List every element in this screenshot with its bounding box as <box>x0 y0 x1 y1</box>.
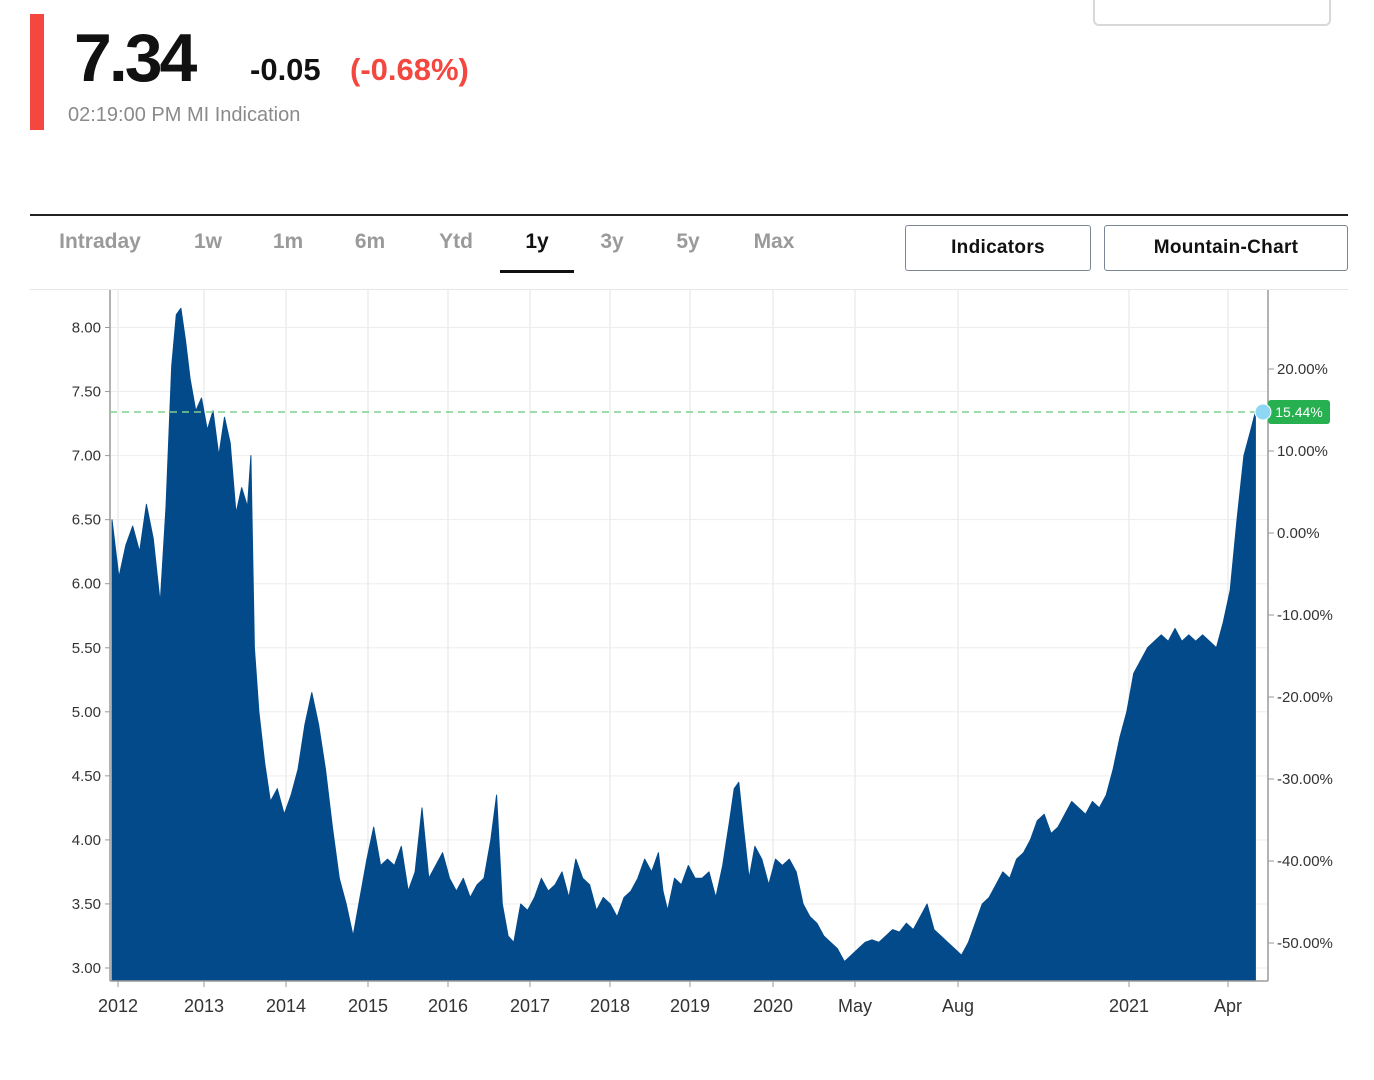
left-axis-tick-label: 3.50 <box>72 896 101 913</box>
range-tab-intraday[interactable]: Intraday <box>59 230 141 253</box>
right-axis-tick-label: -20.00% <box>1277 689 1333 706</box>
range-tab-6m[interactable]: 6m <box>354 230 386 253</box>
left-axis-tick-label: 6.00 <box>72 576 101 593</box>
right-axis-tick-label: -40.00% <box>1277 853 1333 870</box>
right-axis-tick-label: 0.00% <box>1277 525 1320 542</box>
left-axis-tick-label: 4.00 <box>72 832 101 849</box>
x-axis-tick-label: 2015 <box>348 996 388 1016</box>
x-axis-tick-label: 2019 <box>670 996 710 1016</box>
right-axis-tick-label: -30.00% <box>1277 771 1333 788</box>
left-axis-tick-label: 6.50 <box>72 512 101 529</box>
left-axis-tick-label: 3.00 <box>72 960 101 977</box>
x-axis-tick-label: May <box>838 996 872 1016</box>
left-axis-tick-label: 4.50 <box>72 768 101 785</box>
left-axis-tick-label: 7.50 <box>72 384 101 401</box>
last-price-marker <box>1254 403 1272 421</box>
price-change-percent: (-0.68%) <box>350 52 469 87</box>
range-tab-ytd[interactable]: Ytd <box>439 230 473 253</box>
left-axis-tick-label: 7.00 <box>72 448 101 465</box>
x-axis-tick-label: 2012 <box>98 996 138 1016</box>
x-axis-tick-label: 2020 <box>753 996 793 1016</box>
left-axis-tick-label: 5.00 <box>72 704 101 721</box>
range-tab-3y[interactable]: 3y <box>600 230 624 253</box>
chart-type-button[interactable]: Mountain-Chart <box>1104 225 1348 271</box>
current-value-badge <box>1268 400 1330 425</box>
active-tab-indicator <box>500 270 574 273</box>
range-tab-5y[interactable]: 5y <box>676 230 700 253</box>
range-tab-1m[interactable]: 1m <box>272 230 304 253</box>
x-axis-tick-label: 2014 <box>266 996 306 1016</box>
section-divider <box>30 214 1348 216</box>
x-axis-tick-label: 2021 <box>1109 996 1149 1016</box>
last-price: 7.34 <box>74 20 197 96</box>
x-axis-tick-label: 2013 <box>184 996 224 1016</box>
range-tab-1w[interactable]: 1w <box>193 230 222 253</box>
x-axis-tick-label: 2017 <box>510 996 550 1016</box>
price-accent-bar <box>30 14 44 130</box>
x-axis-tick-label: Apr <box>1214 996 1242 1016</box>
price-change: -0.05 <box>250 52 321 87</box>
partial-top-panel <box>1093 0 1331 26</box>
quote-timestamp: 02:19:00 PM MI Indication <box>68 104 301 126</box>
x-axis-tick-label: 2016 <box>428 996 468 1016</box>
right-axis-tick-label: -10.00% <box>1277 607 1333 624</box>
range-tab-max[interactable]: Max <box>753 230 795 253</box>
chart-top-border <box>30 289 1348 290</box>
indicators-button[interactable]: Indicators <box>905 225 1091 271</box>
left-axis-tick-label: 8.00 <box>72 320 101 337</box>
range-tab-1y[interactable]: 1y <box>525 230 549 253</box>
right-axis-tick-label: 10.00% <box>1277 443 1328 460</box>
current-value-badge-label: 15.44% <box>1275 404 1322 420</box>
x-axis-tick-label: 2018 <box>590 996 630 1016</box>
right-axis-tick-label: 20.00% <box>1277 361 1328 378</box>
right-axis-tick-label: -50.00% <box>1277 935 1333 952</box>
x-axis-tick-label: Aug <box>942 996 974 1016</box>
price-area-series <box>111 307 1256 982</box>
left-axis-tick-label: 5.50 <box>72 640 101 657</box>
